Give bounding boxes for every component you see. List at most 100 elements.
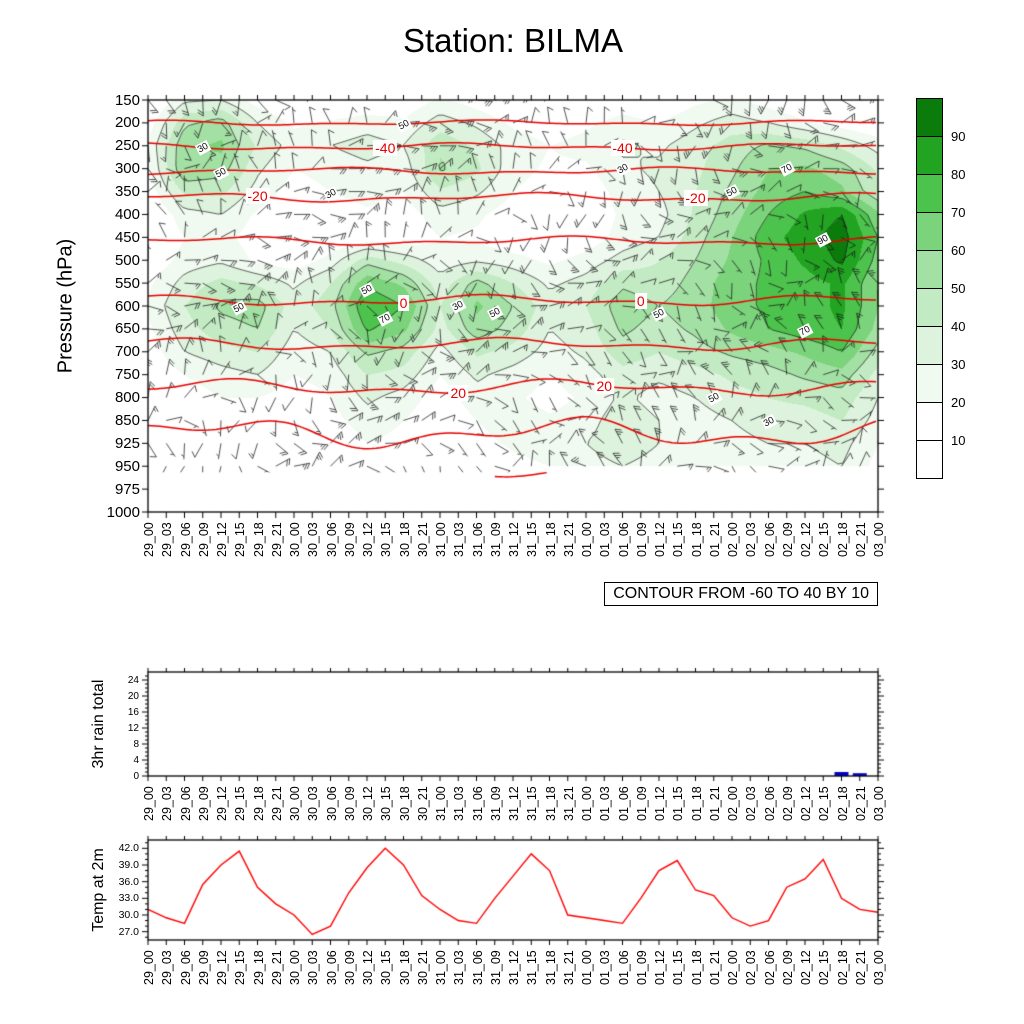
time-tick-label: 02_00: [726, 786, 740, 821]
time-tick-label: 31_06: [470, 950, 485, 985]
time-tick-label: 03_00: [872, 950, 886, 985]
time-tick-label: 31_12: [507, 950, 521, 985]
pressure-tick-label: 200: [114, 114, 140, 132]
colorbar-label: 40: [951, 319, 966, 334]
time-tick-label: 29_00: [142, 786, 156, 821]
pressure-tick-label: 925: [114, 434, 140, 452]
time-tick-label: 29_21: [269, 786, 284, 821]
time-tick-label: 31_21: [561, 950, 576, 985]
time-tick-label: 29_09: [196, 522, 211, 557]
time-tick-label: 01_00: [580, 522, 594, 557]
colorbar-label: 60: [951, 243, 966, 258]
time-tick-label: 30_09: [342, 522, 357, 557]
time-tick-label: 30_03: [306, 950, 321, 985]
colorbar-box: [916, 136, 943, 175]
colorbar-label: 30: [951, 357, 966, 372]
colorbar-box: [916, 440, 943, 479]
time-tick-label: 01_09: [634, 950, 649, 985]
time-tick-label: 03_00: [872, 522, 886, 557]
colorbar-box: [916, 326, 943, 365]
time-tick-label: 29_09: [196, 950, 211, 985]
colorbar-label: 10: [951, 433, 966, 448]
temp-ytick-label: 42.0: [118, 842, 139, 855]
time-tick-label: 02_06: [762, 786, 777, 821]
temp-contour-label: 0: [397, 294, 410, 311]
colorbar-label: 90: [951, 129, 966, 144]
pressure-tick-label: 450: [114, 228, 140, 246]
pressure-tick-label: 650: [114, 320, 140, 338]
time-tick-label: 30_18: [397, 950, 412, 985]
time-tick-label: 30_15: [379, 786, 394, 821]
time-tick-label: 31_09: [488, 786, 503, 821]
pressure-tick-label: 700: [114, 343, 140, 361]
time-tick-label: 01_03: [598, 786, 613, 821]
time-tick-label: 01_06: [616, 950, 631, 985]
temp-contour-label: 20: [594, 377, 615, 394]
time-tick-label: 02_15: [817, 786, 832, 821]
temp-contour-label: 0: [634, 293, 647, 310]
time-tick-label: 01_15: [671, 522, 686, 557]
pressure-tick-label: 550: [114, 274, 140, 292]
time-tick-label: 30_18: [397, 522, 412, 557]
temp-ytick-label: 39.0: [118, 859, 139, 871]
time-tick-label: 02_15: [817, 522, 832, 557]
time-tick-label: 31_03: [452, 786, 467, 821]
time-tick-label: 29_21: [269, 522, 284, 557]
time-tick-label: 30_21: [415, 950, 430, 985]
time-tick-label: 01_15: [671, 786, 686, 821]
temp-contour-label: 20: [448, 385, 469, 402]
colorbar-box: [916, 212, 943, 251]
temp-contour-label: -40: [373, 139, 398, 156]
time-tick-label: 29_03: [160, 522, 175, 557]
time-tick-label: 01_03: [598, 950, 613, 985]
time-tick-label: 30_09: [342, 786, 357, 821]
time-tick-label: 29_18: [251, 950, 266, 985]
rain-ytick-label: 12: [127, 723, 139, 734]
time-tick-label: 31_12: [507, 522, 521, 557]
time-tick-label: 02_03: [744, 786, 759, 821]
pressure-tick-label: 750: [114, 366, 140, 384]
time-tick-label: 01_15: [671, 950, 686, 985]
time-tick-label: 29_15: [233, 522, 248, 557]
time-tick-label: 01_06: [616, 522, 631, 557]
time-tick-label: 29_03: [160, 786, 175, 821]
time-tick-label: 29_15: [233, 786, 248, 821]
time-tick-label: 29_15: [233, 950, 248, 985]
temp-contour-label: -20: [245, 187, 270, 204]
colorbar-box: [916, 364, 943, 403]
time-tick-label: 31_00: [434, 522, 448, 557]
time-tick-label: 31_00: [434, 950, 448, 985]
time-tick-label: 29_12: [215, 950, 229, 985]
time-tick-label: 01_21: [707, 522, 722, 557]
time-tick-label: 30_00: [288, 786, 302, 821]
rain-ytick-label: 20: [127, 691, 139, 702]
time-tick-label: 29_18: [251, 786, 266, 821]
pressure-tick-label: 250: [114, 137, 140, 155]
time-tick-label: 30_15: [379, 522, 394, 557]
time-tick-label: 01_18: [689, 950, 704, 985]
time-tick-label: 30_06: [324, 950, 339, 985]
time-tick-label: 01_03: [598, 522, 613, 557]
page-title: Station: BILMA: [402, 22, 624, 59]
time-tick-label: 30_12: [361, 786, 375, 821]
time-tick-label: 29_12: [215, 786, 229, 821]
time-tick-label: 30_21: [415, 786, 430, 821]
colorbar-label: 50: [951, 281, 966, 296]
rain-ytick-label: 24: [127, 675, 139, 686]
time-tick-label: 01_21: [707, 786, 722, 821]
time-tick-label: 02_21: [853, 522, 868, 557]
pressure-tick-label: 150: [114, 91, 140, 109]
colorbar-box: [916, 250, 943, 289]
time-tick-label: 31_12: [507, 786, 521, 821]
pressure-axis-label: Pressure (hPa): [54, 238, 77, 374]
time-tick-label: 01_12: [653, 786, 667, 821]
colorbar-box: [916, 174, 943, 213]
pressure-tick-label: 600: [114, 297, 140, 315]
colorbar-label: 20: [951, 395, 966, 410]
time-tick-label: 02_06: [762, 950, 777, 985]
time-tick-label: 02_21: [853, 950, 868, 985]
rain-ytick-label: 4: [133, 755, 139, 766]
time-tick-label: 02_18: [835, 786, 850, 821]
